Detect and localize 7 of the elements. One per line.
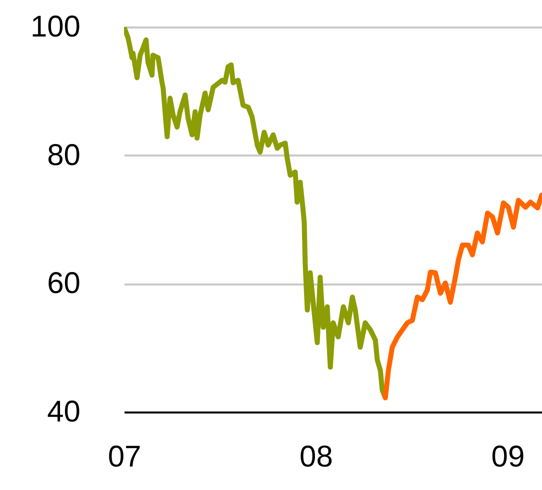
x-tick-label: 09 — [491, 440, 525, 474]
x-tick-label: 07 — [108, 440, 142, 474]
x-tick-label: 08 — [300, 440, 333, 474]
y-tick-label: 100 — [30, 10, 80, 44]
y-tick-label: 40 — [47, 396, 80, 428]
y-tick-label: 60 — [47, 267, 80, 300]
y-tick-label: 80 — [47, 138, 80, 172]
